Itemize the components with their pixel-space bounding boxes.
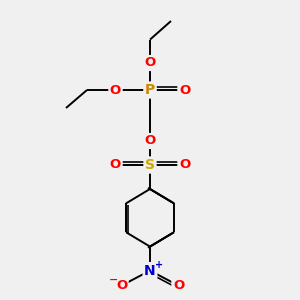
- Text: O: O: [144, 134, 156, 148]
- Text: P: P: [145, 83, 155, 97]
- Text: S: S: [145, 158, 155, 172]
- Text: −: −: [108, 274, 118, 285]
- Text: +: +: [155, 260, 163, 270]
- Text: O: O: [179, 83, 190, 97]
- Text: O: O: [179, 158, 190, 172]
- Text: O: O: [144, 56, 156, 70]
- Text: O: O: [110, 158, 121, 172]
- Text: O: O: [173, 279, 184, 292]
- Text: O: O: [110, 83, 121, 97]
- Text: N: N: [144, 264, 156, 278]
- Text: O: O: [116, 279, 127, 292]
